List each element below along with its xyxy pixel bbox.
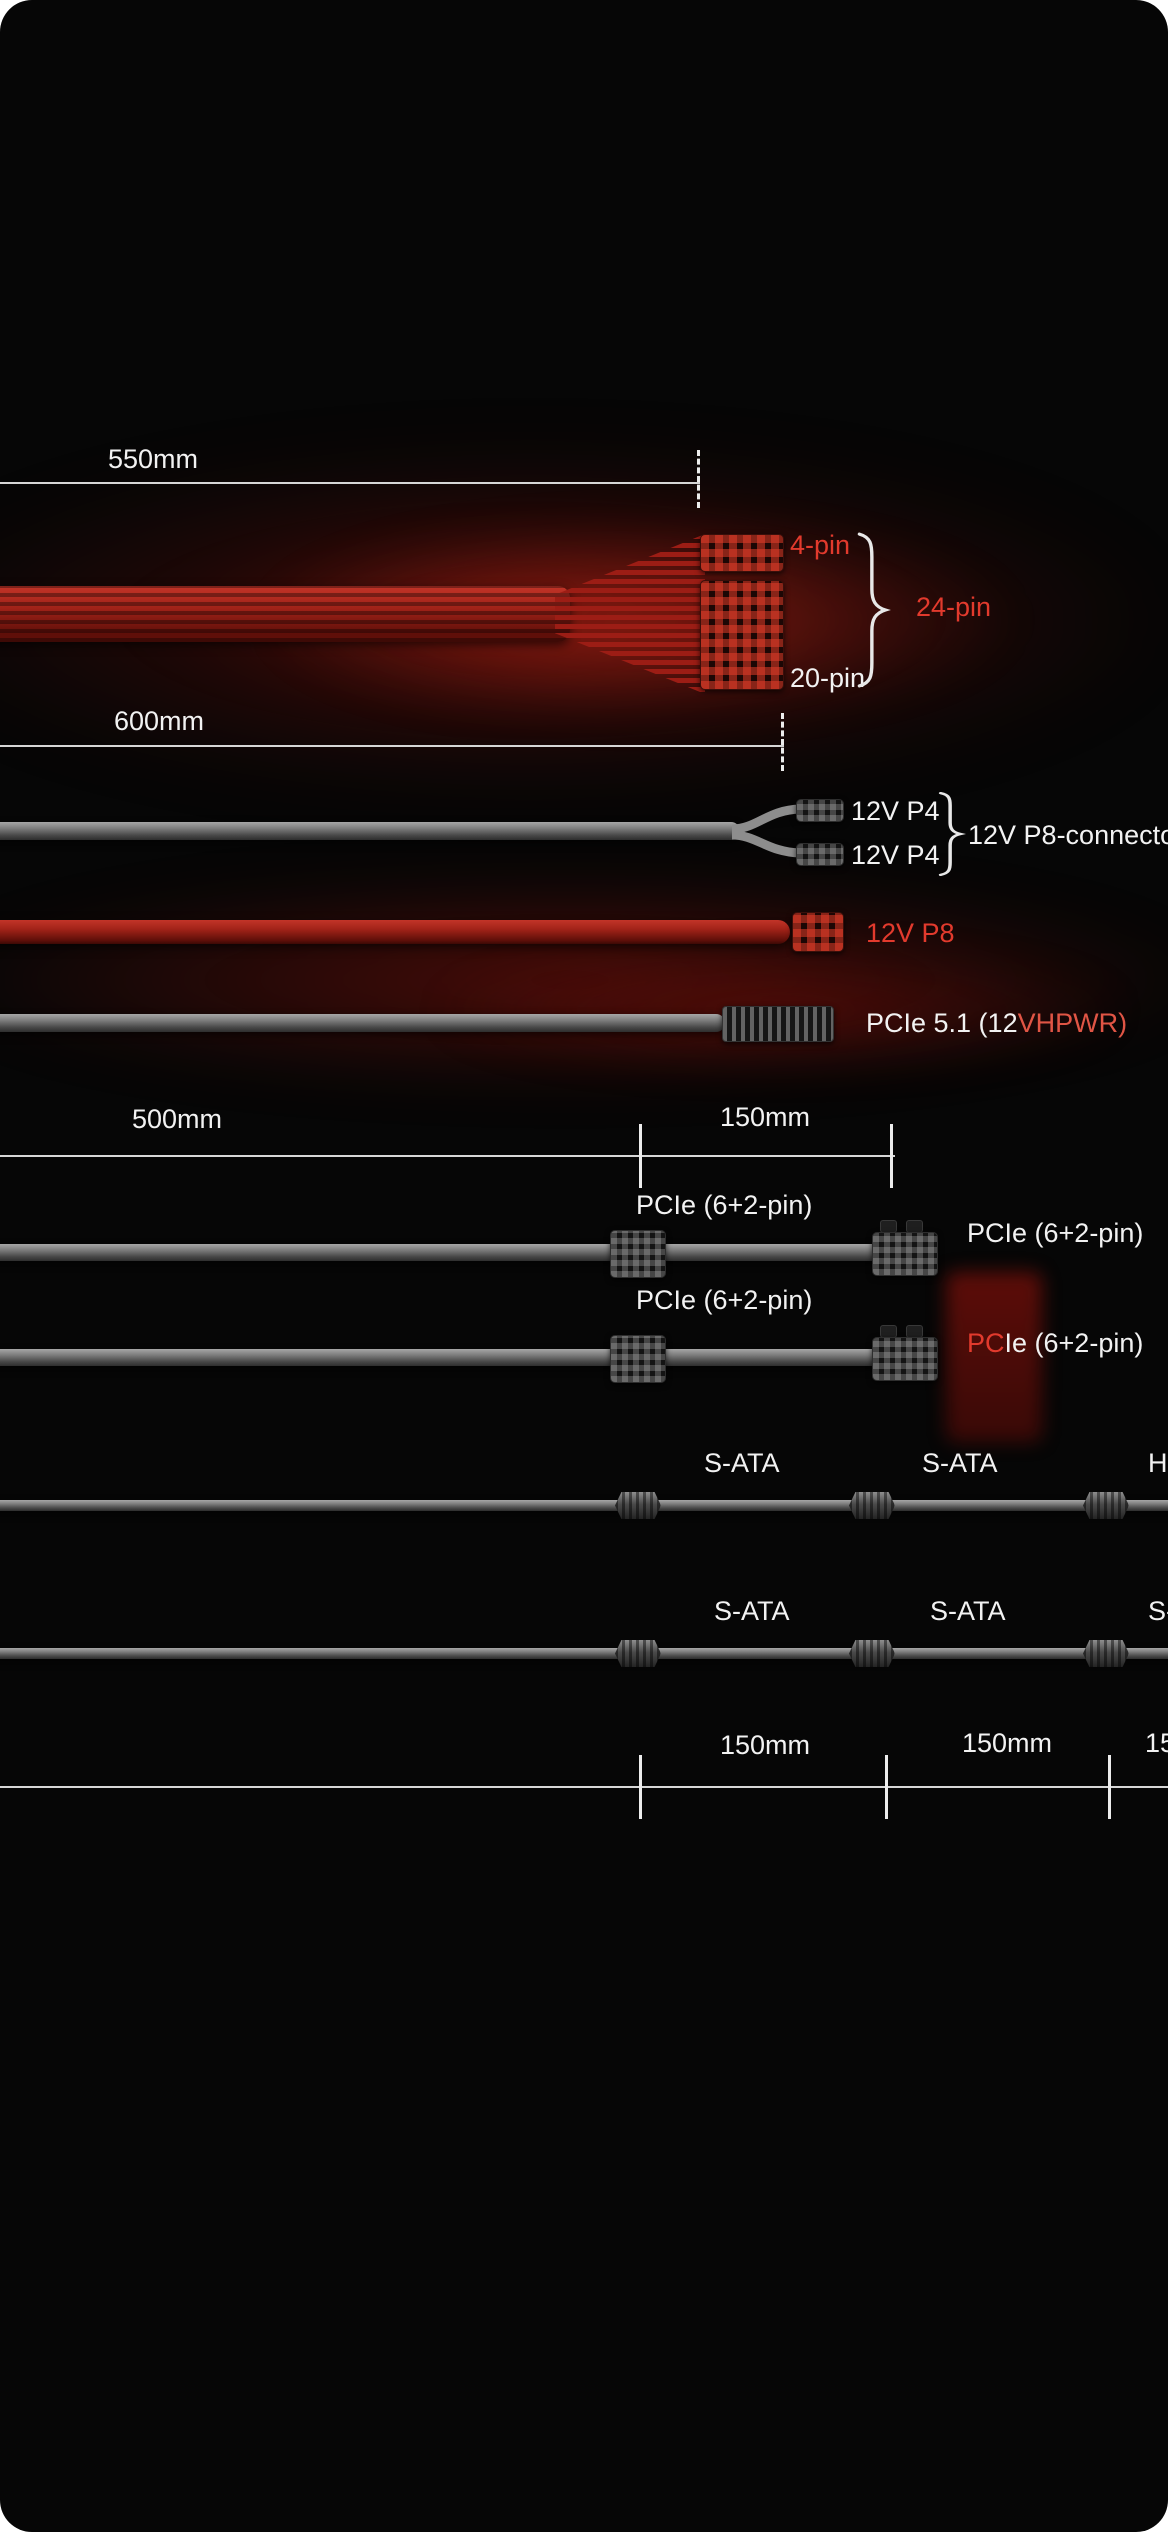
pcie-row2-mid-label: PCIe (6+2-pin) xyxy=(636,1285,813,1315)
atx-brace-icon xyxy=(857,532,891,688)
cpu-p8-connector xyxy=(792,912,844,952)
atx-4pin-connector xyxy=(700,534,784,572)
measure-500-label: 500mm xyxy=(132,1104,223,1134)
atx-20pin-connector xyxy=(700,580,784,690)
sata-row1-label-3: H xyxy=(1148,1448,1168,1478)
pcie-row1-mid-label: PCIe (6+2-pin) xyxy=(636,1190,813,1220)
atx-20pin-label: 20-pin xyxy=(790,663,866,693)
pcie-row2-end-connector xyxy=(872,1337,938,1381)
cpu-p4-connector-bottom xyxy=(796,843,844,866)
cpu-p4-top-label: 12V P4 xyxy=(851,796,940,826)
measure-500-line xyxy=(0,1155,895,1157)
atx-24pin-label: 24-pin xyxy=(916,592,992,622)
sata-row1-connector-2 xyxy=(849,1492,895,1519)
measure-550-label: 550mm xyxy=(108,444,199,474)
measure-500-tick xyxy=(639,1124,642,1188)
pcie-row2-cable xyxy=(0,1349,902,1366)
cpu-p8-label: 12V P8 xyxy=(866,918,955,948)
measure-bottom-150-label-2: 150mm xyxy=(962,1728,1053,1758)
sata-row1-cable xyxy=(0,1500,1168,1511)
pcie-row2-end-label-white: Ie (6+2-pin) xyxy=(1004,1328,1144,1358)
atx-wire-fan xyxy=(555,534,705,694)
measure-bottom-150-label-1: 150mm xyxy=(720,1730,811,1760)
atx-4pin-label: 4-pin xyxy=(790,530,851,560)
pcie-row1-mid-connector xyxy=(610,1230,666,1278)
cpu-p8-cable xyxy=(0,920,790,944)
pcie51-cable xyxy=(0,1014,725,1032)
cpu-p8-group-label: 12V P8-connector xyxy=(968,820,1168,850)
measure-550-line xyxy=(0,482,700,484)
pcie-row2-mid-connector xyxy=(610,1335,666,1383)
cpu-p4-split xyxy=(731,804,801,858)
measure-600-line xyxy=(0,745,784,747)
measure-bottom-tick-2 xyxy=(885,1755,888,1819)
p8-red-glow xyxy=(0,870,1168,1090)
measure-600-tick xyxy=(781,713,784,771)
measure-150-top-tick xyxy=(890,1124,893,1188)
atx-cable-bundle xyxy=(0,586,570,642)
pcie-row1-end-label: PCIe (6+2-pin) xyxy=(967,1218,1144,1248)
sata-row1-label-2: S-ATA xyxy=(922,1448,998,1478)
cpu-p4-cable xyxy=(0,822,740,840)
cpu-p4-bottom-label: 12V P4 xyxy=(851,840,940,870)
sata-row1-label-1: S-ATA xyxy=(704,1448,780,1478)
sata-row1-connector-3 xyxy=(1083,1492,1129,1519)
pcie-row1-end-connector xyxy=(872,1232,938,1276)
measure-bottom-line xyxy=(0,1786,1168,1788)
sata-row2-label-2: S-ATA xyxy=(930,1596,1006,1626)
sata-row2-connector-3 xyxy=(1083,1640,1129,1667)
measure-150-top-label: 150mm xyxy=(720,1102,811,1132)
pcie51-label-red: VHPWR) xyxy=(1017,1008,1128,1038)
pcie-row2-end-label: PCIe (6+2-pin) xyxy=(967,1328,1143,1359)
cpu-p8-brace-icon xyxy=(938,792,967,876)
sata-row2-connector-1 xyxy=(615,1640,661,1667)
pcie-row1-cable xyxy=(0,1244,902,1261)
measure-550-tick xyxy=(697,450,700,508)
sata-row2-label-1: S-ATA xyxy=(714,1596,790,1626)
pcie51-label: PCIe 5.1 (12VHPWR) xyxy=(866,1008,1127,1039)
sata-row2-cable xyxy=(0,1648,1168,1659)
sata-row2-connector-2 xyxy=(849,1640,895,1667)
sata-row2-label-3: S-ATA xyxy=(1148,1596,1168,1626)
cpu-p4-connector-top xyxy=(796,799,844,822)
sata-row1-connector-1 xyxy=(615,1492,661,1519)
pcie51-connector xyxy=(722,1006,834,1042)
measure-bottom-150-label-3: 150mm xyxy=(1145,1728,1168,1758)
pcie-row2-end-label-red: PC xyxy=(967,1328,1005,1358)
measure-bottom-tick-1 xyxy=(639,1755,642,1819)
pcie51-label-white: PCIe 5.1 (12 xyxy=(866,1008,1018,1038)
measure-bottom-tick-3 xyxy=(1108,1755,1111,1819)
measure-600-label: 600mm xyxy=(114,706,205,736)
